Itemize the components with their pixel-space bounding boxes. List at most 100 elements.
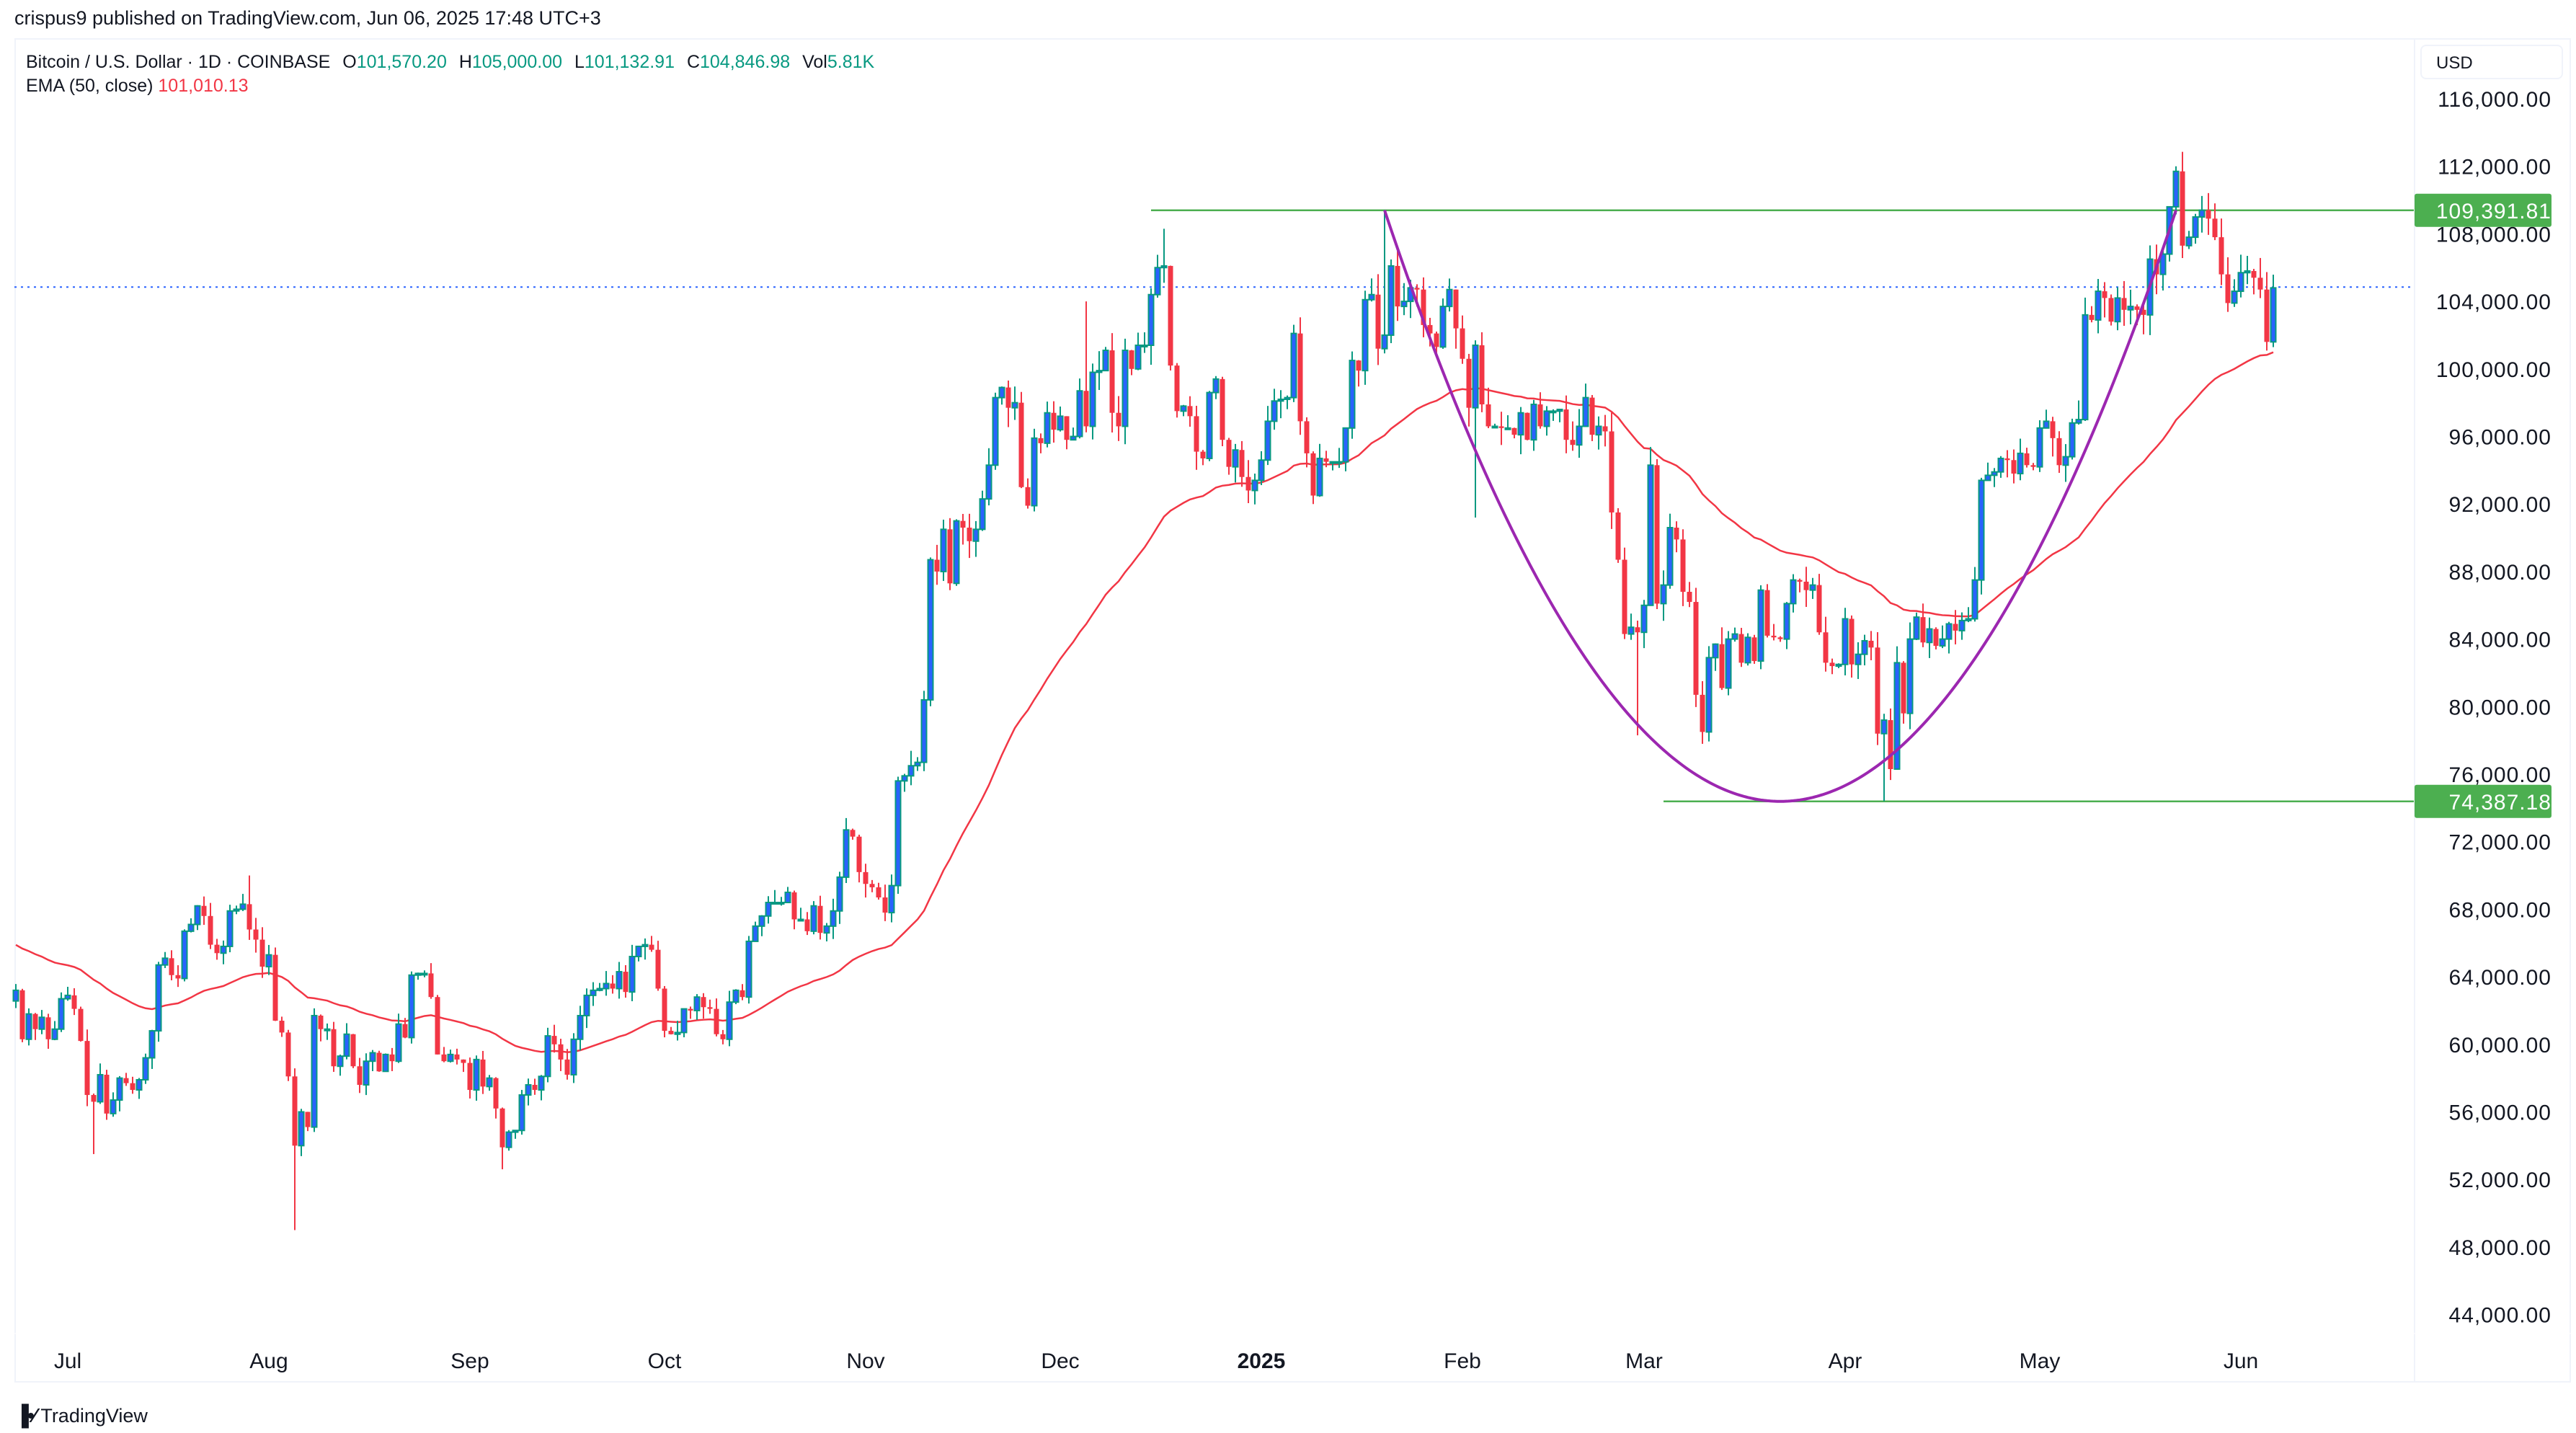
candle-body-down bbox=[493, 1078, 499, 1109]
candle-body-up bbox=[25, 1013, 32, 1040]
candle-body-up bbox=[382, 1053, 389, 1073]
candle-body-up bbox=[1861, 639, 1868, 655]
candle-body-up bbox=[1666, 526, 1674, 586]
candle-body-up bbox=[784, 891, 791, 904]
candle bbox=[136, 1078, 143, 1099]
candle bbox=[2036, 420, 2043, 472]
candle bbox=[1180, 404, 1187, 417]
candle bbox=[1537, 392, 1543, 429]
candle bbox=[1421, 277, 1426, 337]
candle bbox=[1220, 376, 1225, 447]
candle bbox=[311, 1008, 318, 1132]
candle bbox=[343, 1023, 350, 1060]
candle-body-up bbox=[1855, 653, 1862, 665]
candle bbox=[376, 1050, 382, 1072]
candle-body-up bbox=[998, 386, 1005, 399]
candle-body-down bbox=[357, 1066, 363, 1086]
candle-body-down bbox=[1674, 527, 1679, 540]
candle-body-up bbox=[512, 1130, 519, 1133]
candle-body-up bbox=[693, 996, 701, 1011]
candle-body-up bbox=[1096, 370, 1103, 373]
candle-body-up bbox=[220, 945, 227, 954]
candle-body-down bbox=[804, 919, 810, 931]
candle-body-down bbox=[1868, 640, 1874, 648]
candle-body-up bbox=[1731, 633, 1738, 640]
open-value: 101,570.20 bbox=[356, 52, 447, 72]
candle-body-up bbox=[408, 974, 415, 1039]
candle-body-down bbox=[1654, 465, 1660, 604]
candle-body-up bbox=[1011, 401, 1018, 409]
candle bbox=[830, 898, 837, 939]
candle-body-up bbox=[447, 1053, 454, 1062]
candle-body-down bbox=[714, 1008, 719, 1034]
candle bbox=[1251, 474, 1258, 505]
candle bbox=[1076, 378, 1083, 439]
y-tick-label: 96,000.00 bbox=[2449, 426, 2551, 450]
candle-body-up bbox=[1556, 409, 1563, 412]
candle-body-down bbox=[934, 559, 940, 572]
candle bbox=[1582, 383, 1589, 427]
candle-body-up bbox=[1965, 618, 1972, 621]
candle-body-down bbox=[169, 958, 174, 975]
candle-body-up bbox=[116, 1077, 123, 1101]
candle bbox=[435, 995, 440, 1055]
candle bbox=[1823, 616, 1829, 672]
candle-body-down bbox=[285, 1032, 291, 1077]
candle-body-up bbox=[1660, 584, 1667, 605]
candle bbox=[1615, 508, 1621, 563]
candle bbox=[985, 448, 992, 506]
candle bbox=[1395, 246, 1400, 321]
candle-body-up bbox=[1757, 589, 1764, 662]
candle bbox=[810, 901, 817, 935]
candle bbox=[2198, 195, 2206, 233]
candle-body-up bbox=[979, 498, 986, 531]
candle-body-up bbox=[590, 989, 597, 996]
candle bbox=[1018, 391, 1024, 489]
candle-body-up bbox=[1316, 457, 1323, 497]
candle bbox=[907, 750, 915, 786]
candle-body-down bbox=[19, 990, 25, 1039]
candle bbox=[1472, 340, 1479, 518]
candle-body-up bbox=[1264, 420, 1271, 461]
candle-body-up bbox=[239, 903, 247, 910]
candle-body-down bbox=[292, 1076, 298, 1146]
candle bbox=[369, 1050, 376, 1071]
candle bbox=[1933, 627, 1939, 649]
candle bbox=[1978, 477, 1985, 595]
y-tick-label: 108,000.00 bbox=[2436, 223, 2551, 247]
candle bbox=[1913, 612, 1920, 640]
candle bbox=[505, 1130, 512, 1151]
low-value: 101,132.91 bbox=[584, 52, 675, 72]
candle-body-down bbox=[2024, 453, 2030, 466]
candle-body-up bbox=[324, 1028, 331, 1032]
candle-body-down bbox=[1803, 581, 1809, 590]
candle-body-down bbox=[305, 1112, 311, 1127]
candle-body-down bbox=[428, 973, 434, 998]
candle bbox=[1109, 333, 1115, 432]
candle bbox=[953, 519, 960, 586]
candle bbox=[920, 691, 928, 771]
candle bbox=[1595, 416, 1602, 450]
candle bbox=[979, 490, 986, 531]
candle-body-up bbox=[577, 1014, 584, 1040]
candle-body-up bbox=[2244, 270, 2251, 274]
candle bbox=[1446, 278, 1453, 312]
candle bbox=[1511, 427, 1517, 439]
currency-selector[interactable]: USD bbox=[2420, 45, 2563, 79]
candle bbox=[382, 1053, 389, 1073]
candle-body-up bbox=[1744, 636, 1751, 664]
time-axis[interactable]: Jul Aug Sep Oct Nov Dec 2025 Feb Mar Apr May Jun bbox=[14, 1333, 2571, 1373]
candle bbox=[714, 998, 719, 1037]
candle-body-down bbox=[1220, 378, 1225, 440]
x-tick-label: Apr bbox=[1829, 1349, 1862, 1373]
candle-body-down bbox=[1453, 289, 1459, 329]
candle-body-down bbox=[882, 897, 888, 913]
candle bbox=[1797, 578, 1803, 593]
candle-body-down bbox=[480, 1059, 486, 1087]
high-value: 105,000.00 bbox=[471, 52, 562, 72]
candle bbox=[1147, 288, 1155, 365]
candle-body-down bbox=[1310, 453, 1316, 496]
price-axis[interactable]: 116,000.00 112,000.00 108,000.00 104,000.00… bbox=[2414, 38, 2551, 1383]
candle bbox=[1504, 415, 1511, 430]
